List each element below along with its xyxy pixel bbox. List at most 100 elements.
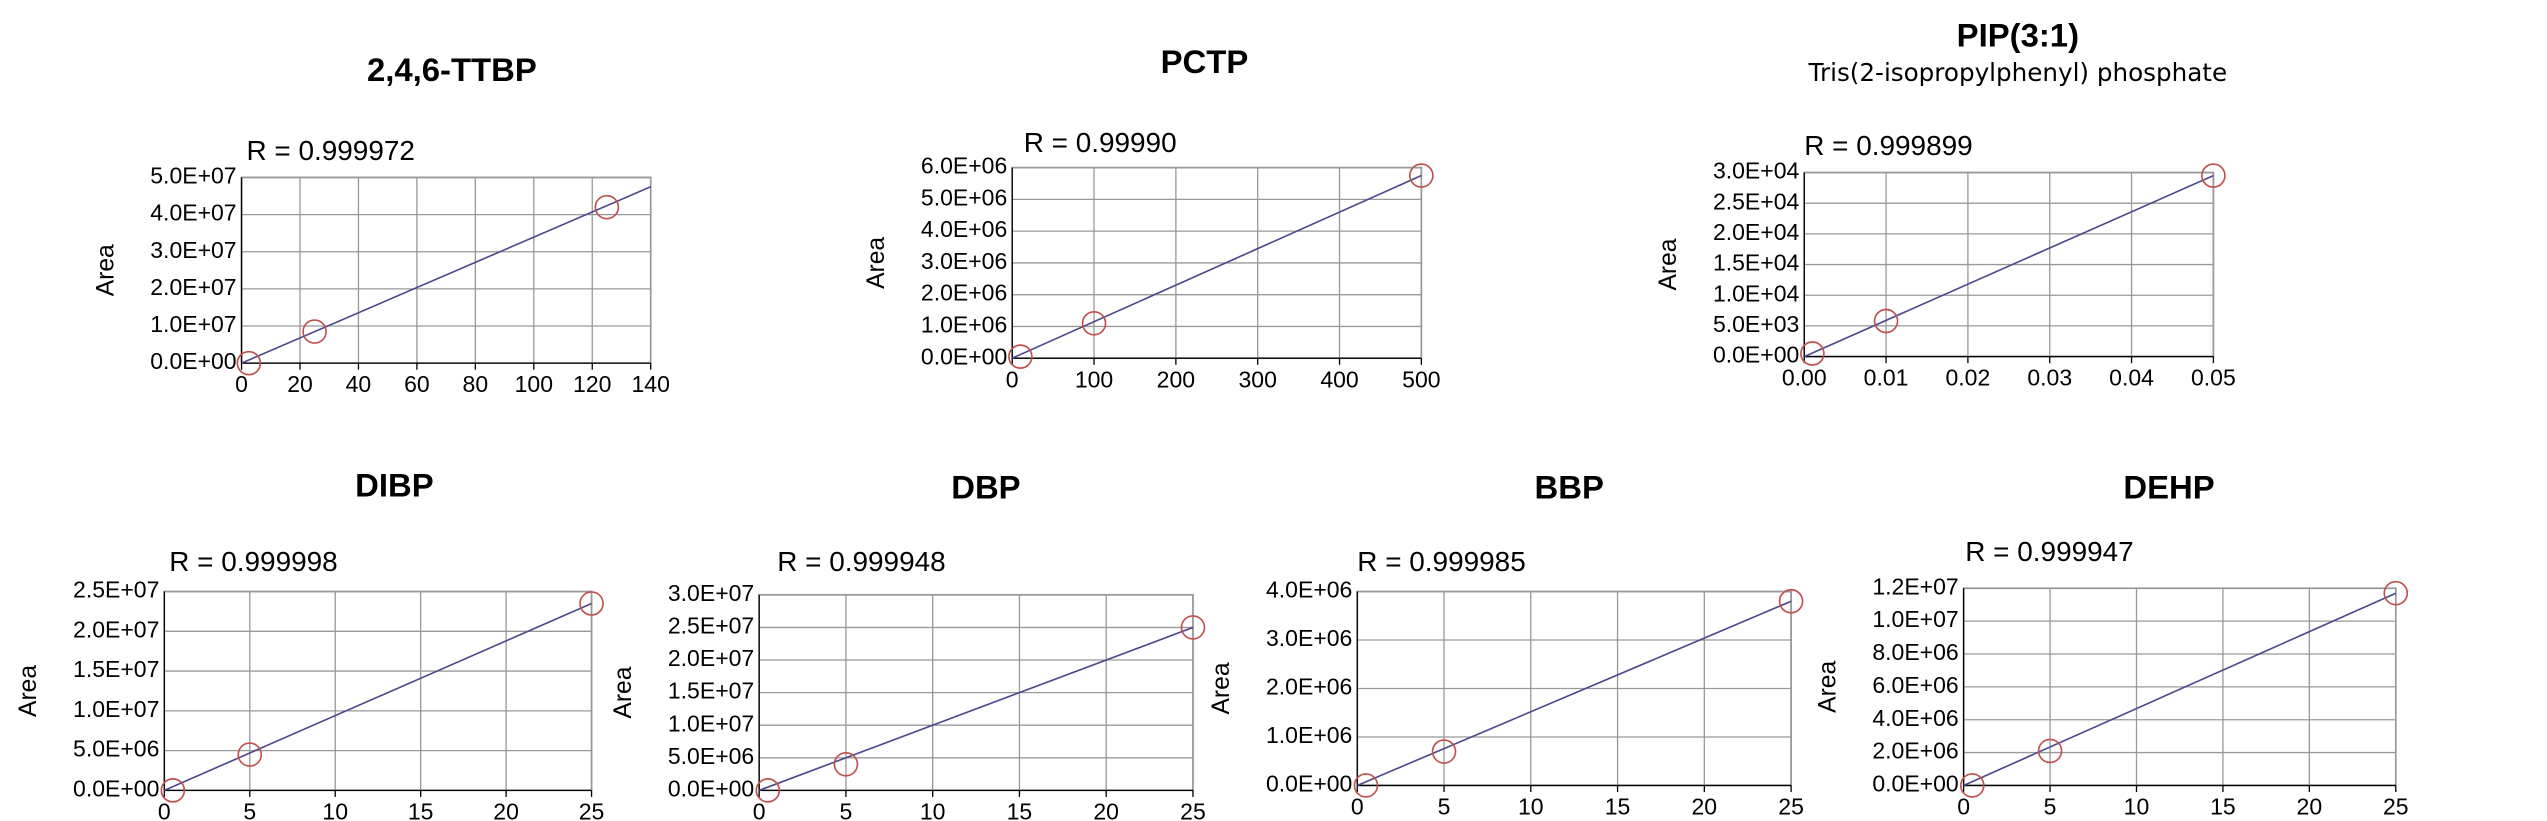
x-tick-label: 5 <box>1438 794 1451 820</box>
y-tick-label: 3.0E+07 <box>150 237 236 263</box>
y-tick-label: 0.0E+00 <box>73 775 159 801</box>
x-tick-label: 25 <box>1778 794 1804 820</box>
data-point <box>2037 738 2063 764</box>
y-tick-label: 5.0E+07 <box>150 163 236 189</box>
data-point <box>1873 308 1899 334</box>
data-point <box>579 591 604 616</box>
y-tick-label: 4.0E+07 <box>150 200 236 226</box>
y-tick-label: 0.0E+00 <box>668 775 754 801</box>
y-tick-label: 2.5E+07 <box>73 577 159 603</box>
chart-panel: DBP R = 0.999948 0.0E+00 5.0E+06 1.0E+07 1.5E… <box>610 468 1206 821</box>
y-tick-label: 5.0E+06 <box>921 184 1007 210</box>
stage: 2,4,6-TTBP R = 0.999972 0.0E+00 1.0E+07 2.0E… <box>15 16 2408 821</box>
data-point <box>1959 773 1985 798</box>
y-tick-label: 1.5E+04 <box>1713 250 1800 276</box>
x-tick-label: 500 <box>1402 366 1440 392</box>
y-tick-label: 6.0E+06 <box>921 153 1007 179</box>
y-axis-label: Area <box>1655 238 1682 290</box>
x-tick-label: 0.05 <box>2191 365 2236 391</box>
y-tick-label: 8.0E+06 <box>1872 639 1958 665</box>
annotation: R = 0.999948 <box>777 546 945 577</box>
y-tick-label: 1.0E+07 <box>73 696 159 722</box>
x-tick-label: 25 <box>579 798 605 821</box>
x-tick-label: 5 <box>243 798 256 821</box>
y-tick-label: 3.0E+06 <box>1266 625 1352 651</box>
x-tick-label: 400 <box>1320 366 1358 392</box>
x-tick-label: 80 <box>463 371 489 397</box>
x-tick-label: 300 <box>1239 366 1277 392</box>
y-tick-label: 0.0E+00 <box>1713 342 1799 368</box>
fit-line <box>1356 600 1792 787</box>
x-tick-label: 100 <box>1075 366 1113 392</box>
x-tick-label: 0.02 <box>1946 365 1991 391</box>
chart-title: PIP(3:1) <box>1957 16 2079 53</box>
y-tick-label: 2.0E+07 <box>73 616 159 642</box>
y-axis-label: Area <box>610 666 637 718</box>
data-point <box>2201 163 2226 188</box>
y-axis-label: Area <box>1814 661 1841 713</box>
x-tick-label: 20 <box>493 798 519 821</box>
y-tick-label: 5.0E+06 <box>668 743 754 769</box>
x-tick-label: 5 <box>2044 794 2057 820</box>
chart-title: DEHP <box>2123 468 2214 505</box>
y-tick-label: 1.5E+07 <box>668 678 754 704</box>
x-tick-label: 5 <box>840 798 853 821</box>
y-tick-label: 2.5E+04 <box>1713 188 1800 214</box>
x-tick-label: 0.00 <box>1782 365 1827 391</box>
y-tick-label: 2.5E+07 <box>668 613 754 639</box>
y-tick-label: 0.0E+00 <box>1266 771 1352 797</box>
data-point <box>1778 588 1804 614</box>
x-tick-label: 25 <box>2383 794 2409 820</box>
fit-line <box>1803 174 2214 358</box>
annotation: R = 0.999998 <box>169 546 337 577</box>
x-tick-label: 15 <box>1007 798 1033 821</box>
chart-panel: DEHP R = 0.999947 0.0E+00 2.0E+06 4.0E+06 6.0… <box>1814 468 2408 819</box>
fit-line <box>1011 174 1422 359</box>
y-tick-label: 5.0E+06 <box>73 736 159 762</box>
x-tick-label: 20 <box>287 371 313 397</box>
y-axis-label: Area <box>15 665 42 717</box>
x-tick-label: 0 <box>753 798 766 821</box>
y-axis-label: Area <box>863 237 890 289</box>
y-tick-label: 1.5E+07 <box>73 656 159 682</box>
fit-line <box>163 602 592 792</box>
x-tick-label: 0 <box>1351 794 1364 820</box>
x-tick-label: 15 <box>2210 794 2236 820</box>
x-tick-label: 10 <box>920 798 946 821</box>
x-tick-label: 120 <box>573 371 611 397</box>
data-point <box>1409 163 1434 188</box>
data-point <box>1353 773 1379 798</box>
chart-panel: BBP R = 0.999985 0.0E+00 1.0E+06 2.0E+06 3.0E… <box>1208 468 1804 819</box>
data-point <box>160 778 186 803</box>
chart-title: BBP <box>1535 468 1604 505</box>
chart-title: DIBP <box>355 467 434 504</box>
y-tick-label: 6.0E+06 <box>1872 672 1958 698</box>
y-tick-label: 0.0E+00 <box>1872 771 1958 797</box>
chart-panel: PIP(3:1) Tris(2-isopropylphenyl) phosphat… <box>1655 16 2236 390</box>
fit-line <box>241 185 652 364</box>
y-tick-label: 4.0E+06 <box>1872 705 1958 731</box>
y-tick-label: 0.0E+00 <box>921 343 1007 369</box>
y-tick-label: 1.2E+07 <box>1872 573 1958 599</box>
y-tick-label: 3.0E+06 <box>921 248 1007 274</box>
x-tick-label: 20 <box>2297 794 2323 820</box>
data-point <box>1800 341 1825 366</box>
y-tick-label: 2.0E+06 <box>1266 674 1352 700</box>
x-tick-label: 10 <box>2124 794 2150 820</box>
y-axis-label: Area <box>1208 662 1235 714</box>
x-tick-label: 40 <box>346 371 372 397</box>
y-tick-label: 2.0E+06 <box>921 280 1007 306</box>
y-tick-label: 2.0E+07 <box>150 274 236 300</box>
x-tick-label: 0 <box>1006 366 1019 392</box>
annotation: R = 0.999985 <box>1357 546 1525 577</box>
y-tick-label: 4.0E+06 <box>921 216 1007 242</box>
data-point <box>1431 739 1457 764</box>
x-tick-label: 25 <box>1180 798 1206 821</box>
y-tick-label: 1.0E+07 <box>1872 606 1958 632</box>
plot-area <box>163 590 593 792</box>
y-tick-label: 3.0E+07 <box>668 580 754 606</box>
y-tick-label: 2.0E+04 <box>1713 219 1800 245</box>
y-tick-label: 1.0E+07 <box>668 710 754 736</box>
data-point <box>1180 615 1206 640</box>
